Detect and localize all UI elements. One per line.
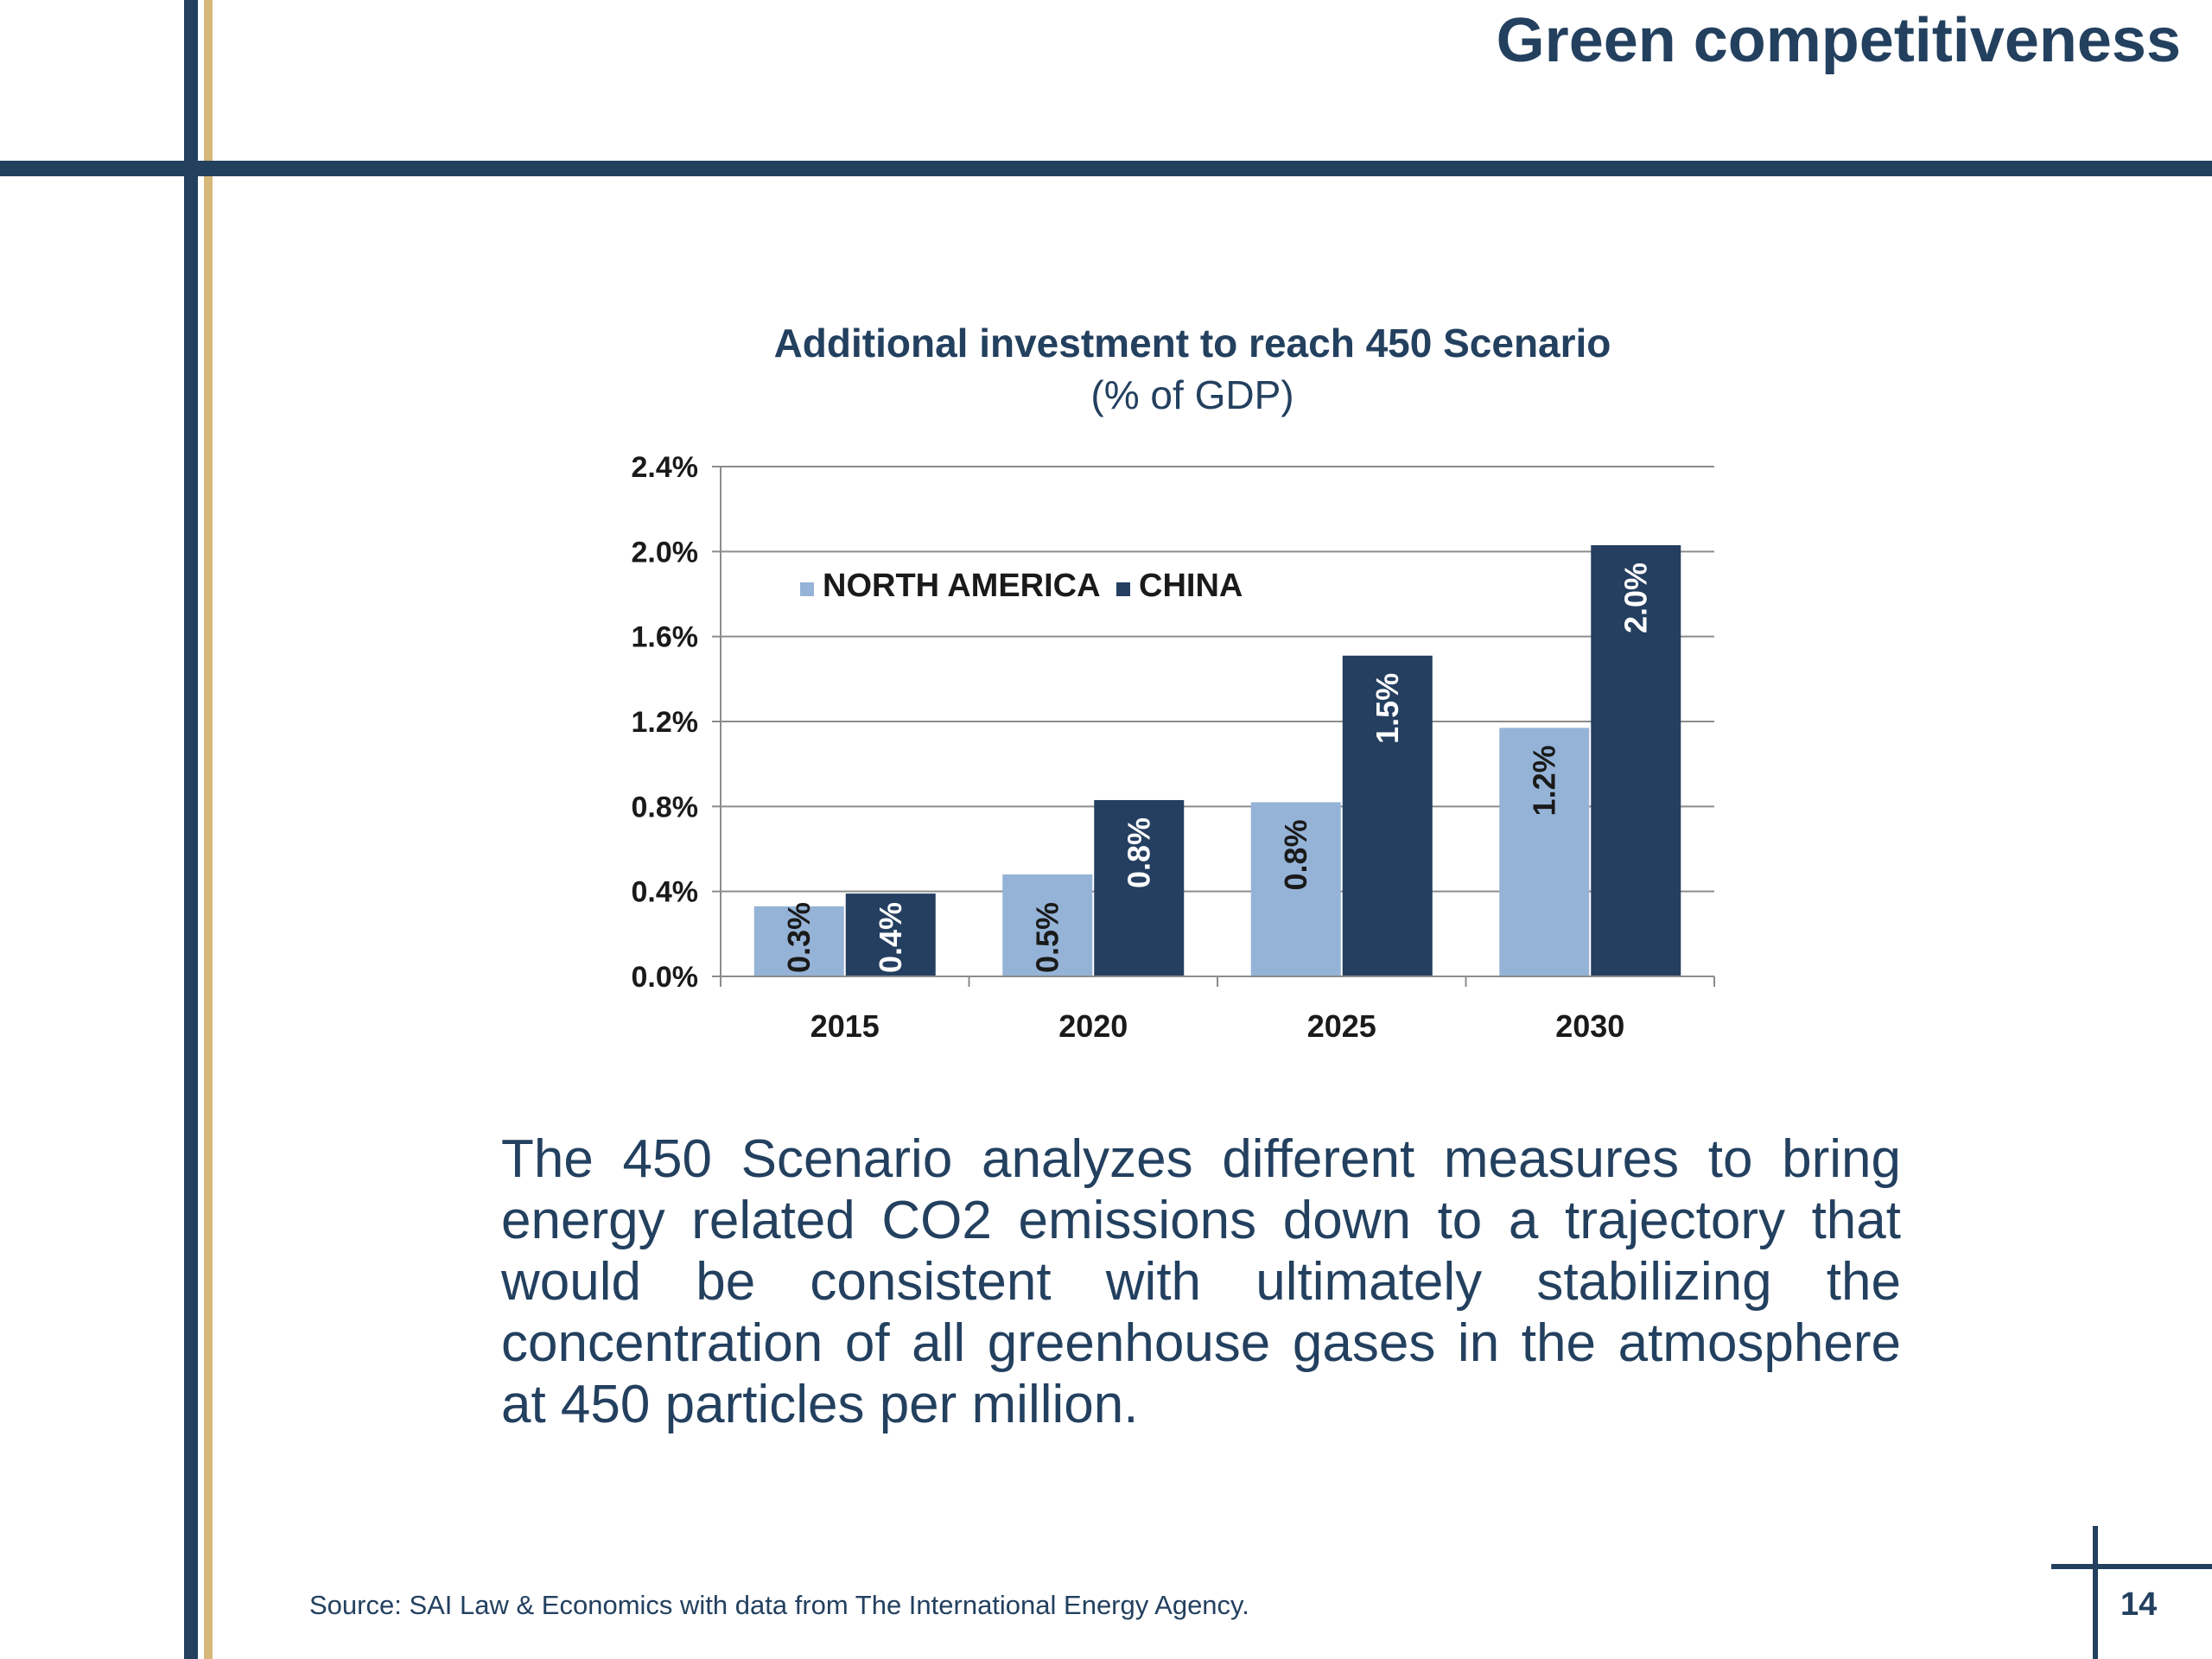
data-label: 0.5%	[1029, 902, 1065, 973]
corner-horizontal-line	[2051, 1564, 2212, 1569]
data-label: 1.2%	[1526, 745, 1561, 816]
data-label: 1.5%	[1370, 673, 1405, 744]
body-text: The 450 Scenario analyzes different meas…	[501, 1129, 1901, 1434]
bar	[845, 893, 936, 976]
y-tick-label: 0.4%	[632, 876, 699, 909]
legend: NORTH AMERICA CHINA	[800, 568, 1243, 604]
y-tick-label: 2.0%	[632, 536, 699, 569]
legend-label: NORTH AMERICA	[823, 568, 1101, 604]
legend-swatch	[800, 582, 814, 596]
data-label: 2.0%	[1618, 563, 1653, 633]
corner-vertical-line	[2093, 1526, 2098, 1659]
axes: 0.0% 0.4% 0.8% 1.2% 1.6% 2.0% 2.4% 2015 2020 2025…	[632, 451, 1715, 1044]
legend-swatch	[1116, 582, 1130, 596]
data-labels: 0.3% 0.4% 0.5% 0.8% 0.8% 1.5% 1.2% 2.0%	[781, 563, 1654, 973]
bar	[1499, 728, 1590, 976]
top-divider-bar	[0, 161, 2212, 176]
y-tick-label: 1.2%	[632, 706, 699, 739]
x-tick-label: 2015	[810, 1008, 880, 1044]
left-blue-bar	[184, 0, 198, 1659]
legend-label: CHINA	[1139, 568, 1243, 604]
x-tick-label: 2020	[1058, 1008, 1128, 1044]
source-note: Source: SAI Law & Economics with data fr…	[309, 1590, 1249, 1620]
gridlines	[721, 466, 1714, 893]
bar	[1002, 874, 1093, 976]
chart-subtitle: (% of GDP)	[1090, 372, 1294, 417]
data-label: 0.3%	[781, 902, 817, 973]
data-label: 0.4%	[873, 902, 908, 973]
y-tick-label: 0.8%	[632, 791, 699, 823]
x-tick-label: 2030	[1555, 1008, 1624, 1044]
chart-title: Additional investment to reach 450 Scena…	[773, 321, 1611, 365]
bars	[753, 544, 1681, 976]
slide-title: Green competitiveness	[1496, 6, 2181, 75]
x-tick-label: 2025	[1307, 1008, 1376, 1044]
y-tick-label: 0.0%	[632, 961, 699, 994]
page-number: 14	[2120, 1586, 2158, 1623]
y-tick-label: 2.4%	[632, 451, 699, 484]
bar	[753, 906, 844, 976]
bar	[1591, 544, 1681, 976]
bar	[1094, 799, 1185, 976]
y-tick-label: 1.6%	[632, 621, 699, 654]
data-label: 0.8%	[1278, 819, 1313, 890]
bar	[1250, 802, 1341, 976]
bar	[1342, 655, 1433, 976]
data-label: 0.8%	[1121, 817, 1156, 888]
left-gold-bar	[204, 0, 213, 1659]
